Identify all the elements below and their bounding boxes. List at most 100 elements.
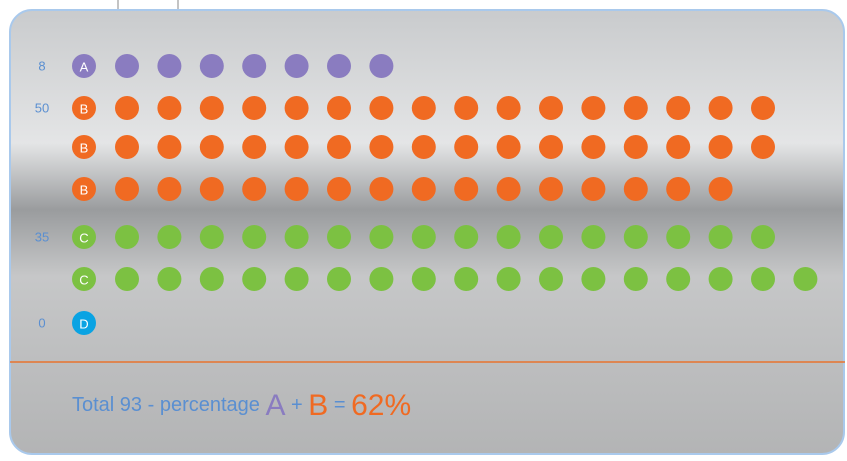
- dot: [624, 177, 648, 201]
- dot: [454, 135, 478, 159]
- dot: [157, 135, 181, 159]
- dot: [200, 225, 224, 249]
- dot: [285, 177, 309, 201]
- dot: [539, 267, 563, 291]
- dot: [285, 96, 309, 120]
- dot: [624, 135, 648, 159]
- dot: [369, 96, 393, 120]
- footer-percent: 62%: [351, 389, 411, 422]
- dot: [497, 225, 521, 249]
- dot: [242, 96, 266, 120]
- dot: [454, 177, 478, 201]
- dot: [115, 177, 139, 201]
- footer-a: A: [265, 389, 285, 422]
- dot: [539, 225, 563, 249]
- dot: [369, 177, 393, 201]
- dot: [751, 135, 775, 159]
- dot: [581, 225, 605, 249]
- dot: [369, 267, 393, 291]
- dot: [327, 96, 351, 120]
- dot: [412, 267, 436, 291]
- group-name: D: [79, 317, 88, 332]
- dot: [793, 267, 817, 291]
- dot: [709, 267, 733, 291]
- group-name: A: [80, 60, 89, 75]
- dot: [709, 177, 733, 201]
- dot: [115, 135, 139, 159]
- dot: [412, 96, 436, 120]
- group-value: 0: [38, 316, 45, 331]
- dot: [369, 135, 393, 159]
- dot: [115, 267, 139, 291]
- dot: [327, 225, 351, 249]
- group-name: C: [79, 273, 88, 288]
- dot: [157, 177, 181, 201]
- dot: [412, 135, 436, 159]
- group-value: 50: [35, 101, 49, 116]
- dot: [709, 225, 733, 249]
- dot: [539, 135, 563, 159]
- group-name: B: [80, 141, 89, 156]
- group-value: 35: [35, 230, 49, 245]
- dot: [666, 225, 690, 249]
- dot: [709, 135, 733, 159]
- footer-prefix: Total 93 - percentage: [72, 394, 260, 416]
- dot: [242, 54, 266, 78]
- dot: [327, 135, 351, 159]
- dot: [242, 135, 266, 159]
- dot: [581, 96, 605, 120]
- dot: [200, 54, 224, 78]
- dot: [624, 225, 648, 249]
- dot: [497, 177, 521, 201]
- dot: [242, 177, 266, 201]
- dot: [285, 54, 309, 78]
- dot: [624, 96, 648, 120]
- dot: [751, 96, 775, 120]
- dot: [285, 135, 309, 159]
- dot: [369, 225, 393, 249]
- dot: [412, 177, 436, 201]
- dot: [666, 96, 690, 120]
- dot: [581, 177, 605, 201]
- dot: [539, 96, 563, 120]
- dot: [581, 267, 605, 291]
- dot: [242, 225, 266, 249]
- dot: [200, 267, 224, 291]
- dot: [157, 54, 181, 78]
- dot: [497, 267, 521, 291]
- group-name: C: [79, 231, 88, 246]
- footer-plus: +: [291, 394, 303, 416]
- dot: [624, 267, 648, 291]
- dot: [327, 177, 351, 201]
- dot: [454, 225, 478, 249]
- dot: [200, 135, 224, 159]
- dot: [115, 54, 139, 78]
- dot: [369, 54, 393, 78]
- dot: [327, 54, 351, 78]
- group-name: B: [80, 102, 89, 117]
- dot: [115, 96, 139, 120]
- dot: [115, 225, 139, 249]
- dot: [285, 267, 309, 291]
- dot: [285, 225, 309, 249]
- group-name: B: [80, 183, 89, 198]
- footer-b: B: [308, 389, 328, 422]
- dot: [709, 96, 733, 120]
- dot: [581, 135, 605, 159]
- dot: [751, 225, 775, 249]
- dot: [497, 135, 521, 159]
- dot: [454, 267, 478, 291]
- dot: [200, 177, 224, 201]
- dot: [539, 177, 563, 201]
- dot: [666, 267, 690, 291]
- chart: 8A50BBB35CC0D Total 93 - percentage A + …: [0, 0, 847, 456]
- dot: [157, 267, 181, 291]
- dot: [242, 267, 266, 291]
- footer-equals: =: [334, 394, 346, 416]
- dot: [666, 177, 690, 201]
- dot: [157, 96, 181, 120]
- dot: [157, 225, 181, 249]
- dot: [454, 96, 478, 120]
- dot: [666, 135, 690, 159]
- group-value: 8: [38, 59, 45, 74]
